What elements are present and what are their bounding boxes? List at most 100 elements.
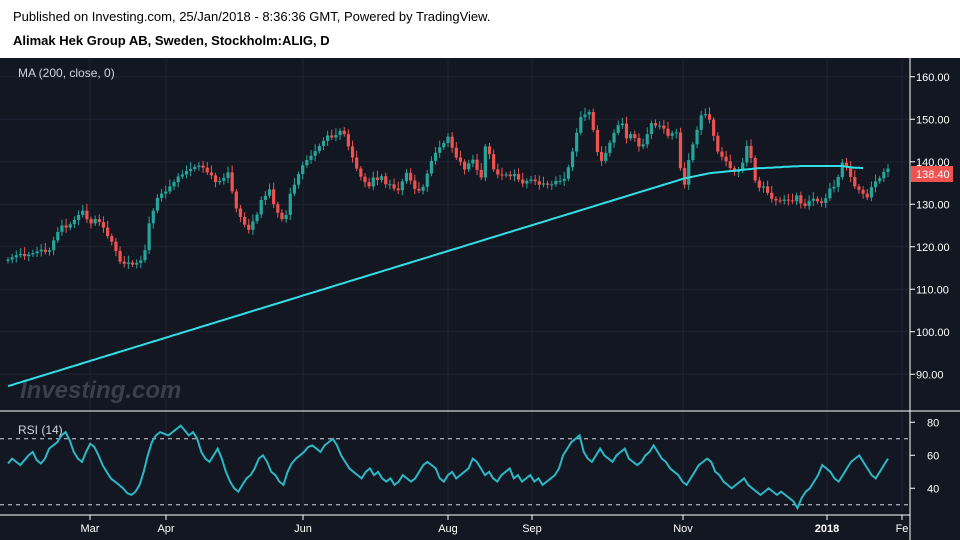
- candle-body: [844, 162, 849, 167]
- candle-body: [438, 147, 442, 153]
- candle-body: [346, 134, 350, 147]
- candle-body: [355, 157, 359, 169]
- candle-body: [500, 174, 504, 176]
- candle-body: [454, 147, 458, 158]
- candle-body: [446, 136, 450, 144]
- candle-body: [512, 174, 517, 177]
- rsi-tick-label: 80: [927, 417, 939, 429]
- candle-body: [230, 172, 234, 192]
- candle-body: [550, 184, 554, 186]
- candle-body: [76, 214, 81, 220]
- candle-body: [47, 250, 52, 252]
- candle-body: [263, 195, 267, 200]
- candle-body: [475, 159, 479, 170]
- candle-body: [736, 170, 741, 172]
- candle-body: [85, 210, 89, 220]
- candle-body: [687, 160, 691, 185]
- candle-body: [433, 152, 438, 161]
- watermark-text: Investing.com: [20, 377, 181, 404]
- candle-body: [429, 160, 433, 174]
- candle-body: [541, 183, 546, 185]
- candle-body: [757, 180, 761, 188]
- candle-body: [330, 135, 334, 138]
- candle-body: [110, 236, 114, 242]
- candle-body: [114, 241, 118, 251]
- candle-body: [122, 261, 126, 264]
- candle-body: [774, 198, 778, 201]
- candle-body: [533, 179, 537, 182]
- candle-body: [463, 161, 467, 170]
- candle-body: [824, 198, 828, 203]
- candle-body: [52, 240, 56, 251]
- candle-body: [234, 191, 238, 209]
- chart-area: Investing.com 160.00 150.00 140.00 130.00 12…: [0, 58, 960, 540]
- candle-body: [716, 135, 720, 152]
- candle-body: [197, 165, 201, 167]
- candle-body: [683, 168, 687, 185]
- candle-body: [404, 172, 409, 182]
- candle-body: [130, 262, 135, 265]
- candle-body: [72, 219, 77, 225]
- candle-body: [766, 186, 770, 193]
- candle-body: [861, 189, 865, 194]
- candle-body: [39, 249, 43, 252]
- candle-body: [658, 125, 662, 127]
- time-tick-label: Sep: [522, 523, 542, 535]
- candle-body: [222, 177, 226, 181]
- candle-body: [106, 227, 110, 237]
- candle-body: [60, 225, 64, 232]
- candle-body: [653, 123, 658, 126]
- candle-body: [392, 184, 396, 189]
- candle-body: [64, 225, 68, 228]
- candle-body: [409, 172, 413, 181]
- candle-body: [712, 119, 716, 136]
- candle-body: [537, 181, 541, 185]
- candle-body: [27, 254, 31, 257]
- candle-body: [745, 146, 749, 163]
- candle-body: [828, 188, 832, 199]
- candle-body: [616, 125, 620, 133]
- candle-body: [566, 167, 570, 179]
- candle-body: [629, 134, 633, 139]
- candle-body: [326, 135, 330, 141]
- price-tick-label: 100.00: [916, 327, 950, 339]
- candle-body: [786, 199, 790, 201]
- candle-body: [384, 176, 388, 185]
- candle-body: [587, 112, 591, 115]
- candle-body: [487, 146, 492, 155]
- candle-body: [305, 160, 309, 166]
- investing-watermark: Investing.com: [20, 377, 181, 404]
- candle-body: [89, 219, 93, 224]
- candle-body: [471, 159, 475, 164]
- candle-body: [492, 154, 496, 170]
- candle-body: [350, 146, 355, 158]
- candle-body: [649, 123, 653, 135]
- candle-body: [247, 224, 251, 230]
- time-tick-label: Mar: [81, 523, 100, 535]
- candle-body: [546, 183, 550, 185]
- candle-body: [508, 174, 512, 177]
- rsi-indicator-label: RSI (14): [18, 423, 63, 437]
- candle-body: [371, 177, 375, 187]
- candle-body: [280, 212, 284, 220]
- candle-body: [388, 184, 392, 186]
- candle-body: [31, 253, 35, 255]
- candle-body: [272, 189, 276, 205]
- candle-body: [761, 186, 766, 188]
- candle-body: [886, 168, 890, 172]
- rsi-tick-label: 60: [927, 450, 939, 462]
- candle-body: [483, 146, 487, 178]
- candle-body: [583, 114, 587, 118]
- time-tick-label: Nov: [673, 523, 693, 535]
- candle-body: [554, 180, 558, 185]
- candle-body: [359, 168, 363, 177]
- ma-indicator-label: MA (200, close, 0): [18, 66, 115, 80]
- time-tick-label: Jun: [294, 523, 312, 535]
- price-tick-label: 120.00: [916, 242, 950, 254]
- candle-body: [442, 143, 446, 148]
- candle-body: [193, 166, 197, 169]
- candle-body: [778, 200, 782, 202]
- candle-body: [699, 115, 703, 130]
- candle-body: [267, 189, 272, 196]
- candle-body: [363, 176, 367, 183]
